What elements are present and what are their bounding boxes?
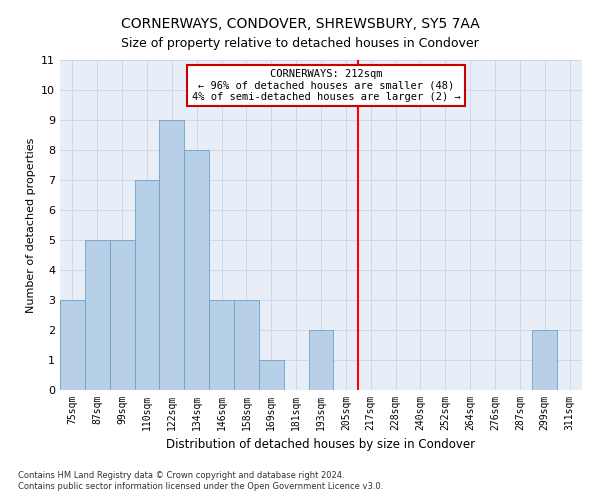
Text: CORNERWAYS: 212sqm
← 96% of detached houses are smaller (48)
4% of semi-detached: CORNERWAYS: 212sqm ← 96% of detached hou… xyxy=(191,69,460,102)
Bar xyxy=(234,300,259,390)
Y-axis label: Number of detached properties: Number of detached properties xyxy=(26,138,35,312)
Bar xyxy=(85,240,110,390)
Text: Contains HM Land Registry data © Crown copyright and database right 2024.: Contains HM Land Registry data © Crown c… xyxy=(18,470,344,480)
Bar xyxy=(532,330,557,390)
Bar xyxy=(110,240,134,390)
Bar xyxy=(209,300,234,390)
Bar xyxy=(184,150,209,390)
Bar xyxy=(308,330,334,390)
Bar xyxy=(134,180,160,390)
Bar xyxy=(160,120,184,390)
Bar xyxy=(259,360,284,390)
X-axis label: Distribution of detached houses by size in Condover: Distribution of detached houses by size … xyxy=(166,438,476,452)
Bar xyxy=(60,300,85,390)
Text: Contains public sector information licensed under the Open Government Licence v3: Contains public sector information licen… xyxy=(18,482,383,491)
Text: CORNERWAYS, CONDOVER, SHREWSBURY, SY5 7AA: CORNERWAYS, CONDOVER, SHREWSBURY, SY5 7A… xyxy=(121,18,479,32)
Text: Size of property relative to detached houses in Condover: Size of property relative to detached ho… xyxy=(121,38,479,51)
